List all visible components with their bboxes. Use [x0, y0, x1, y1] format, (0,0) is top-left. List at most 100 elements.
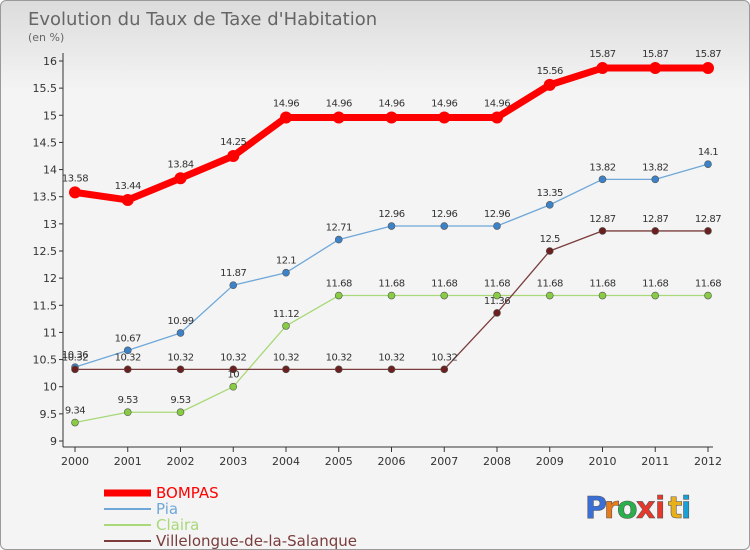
x-tick-label: 2001 [114, 455, 142, 468]
data-point [332, 111, 345, 124]
data-label: 15.56 [537, 66, 563, 77]
data-point [493, 222, 501, 230]
logo-letter: o [617, 491, 638, 526]
data-label: 10 [227, 370, 239, 381]
series-line-bompas [71, 64, 712, 204]
data-label: 11.68 [484, 279, 510, 290]
y-tick-label: 11.5 [33, 299, 58, 312]
data-label: 13.82 [589, 162, 615, 173]
data-point [440, 365, 449, 374]
data-label: 11.12 [273, 309, 299, 320]
data-label: 10.32 [273, 352, 299, 363]
data-label: 10.32 [326, 352, 352, 363]
data-point [227, 150, 240, 162]
data-point [334, 235, 343, 244]
data-label: 10.32 [167, 352, 193, 363]
data-point [282, 365, 290, 374]
data-label: 14.1 [698, 147, 718, 158]
data-point [704, 227, 712, 235]
x-tick-label: 2006 [378, 455, 406, 468]
logo-letter: i [681, 491, 691, 526]
data-label: 13.44 [115, 181, 141, 192]
data-point [176, 365, 185, 374]
x-tick-label: 2003 [219, 455, 247, 468]
data-point [651, 175, 660, 184]
chart-subtitle: (en %) [28, 31, 64, 44]
data-point [229, 365, 238, 374]
data-label: 12.71 [326, 223, 352, 234]
data-point [438, 111, 451, 124]
y-tick-label: 9 [50, 435, 57, 448]
data-label: 12.96 [378, 209, 404, 220]
y-tick-label: 12.5 [33, 245, 58, 258]
data-point [282, 268, 290, 277]
data-label: 11.68 [326, 279, 352, 290]
x-tick-label: 2012 [694, 455, 722, 468]
y-tick-label: 11 [43, 326, 57, 339]
data-point [123, 346, 132, 355]
y-tick-label: 14.5 [33, 136, 58, 149]
data-point [596, 62, 609, 75]
y-tick-label: 9.5 [40, 408, 58, 421]
data-point [491, 111, 503, 124]
data-point [387, 222, 396, 230]
data-point [176, 329, 185, 337]
x-tick-label: 2000 [61, 455, 89, 468]
data-point [69, 186, 81, 199]
data-point [229, 281, 238, 290]
data-label: 14.96 [378, 98, 404, 109]
series-line-pia [74, 163, 709, 368]
y-tick-label: 10 [43, 381, 57, 394]
data-label: 10.32 [62, 352, 88, 363]
x-tick-label: 2009 [536, 455, 564, 468]
data-point [493, 291, 501, 300]
data-label: 11.68 [589, 279, 615, 290]
data-label: 12.1 [276, 256, 296, 267]
logo-letter: i [655, 491, 665, 526]
x-tick-label: 2004 [272, 455, 300, 468]
data-label: 9.53 [118, 395, 138, 406]
data-point [71, 365, 79, 374]
x-tick-label: 2010 [589, 455, 617, 468]
data-label: 9.34 [65, 406, 85, 417]
data-point [598, 227, 607, 235]
data-label: 15.87 [642, 49, 668, 60]
y-tick-label: 13.5 [33, 191, 58, 204]
y-tick-label: 16 [43, 55, 57, 68]
data-label: 11.68 [695, 279, 721, 290]
data-label: 10.32 [431, 352, 457, 363]
data-label: 14.96 [273, 98, 299, 109]
data-label: 11.36 [484, 296, 510, 307]
y-tick-label: 12 [43, 272, 57, 285]
logo-letter: t [668, 491, 682, 526]
data-label: 15.87 [695, 49, 721, 60]
data-point [440, 291, 449, 300]
data-label: 12.96 [484, 209, 510, 220]
data-label: 11.68 [642, 279, 668, 290]
data-point [282, 322, 290, 330]
data-label: 13.58 [62, 173, 88, 184]
data-label: 11.87 [220, 268, 246, 279]
chart-title: Evolution du Taux de Taxe d'Habitation [28, 9, 377, 30]
data-label: 12.5 [540, 234, 560, 245]
data-label: 12.87 [695, 214, 721, 225]
data-point [387, 365, 396, 374]
data-label: 10.32 [115, 352, 141, 363]
data-point [174, 172, 187, 185]
data-label: 13.35 [537, 188, 563, 199]
data-point [229, 382, 238, 391]
data-label: 14.96 [431, 98, 457, 109]
x-tick-label: 2011 [641, 455, 669, 468]
data-point [598, 291, 607, 300]
data-point [440, 222, 449, 230]
data-point [387, 291, 396, 300]
data-label: 14.25 [220, 137, 246, 148]
data-point [123, 365, 132, 374]
data-point [543, 78, 556, 91]
data-point [545, 291, 554, 300]
data-point [598, 175, 607, 184]
data-point [545, 247, 554, 255]
data-point [651, 291, 660, 300]
data-point [71, 418, 79, 427]
